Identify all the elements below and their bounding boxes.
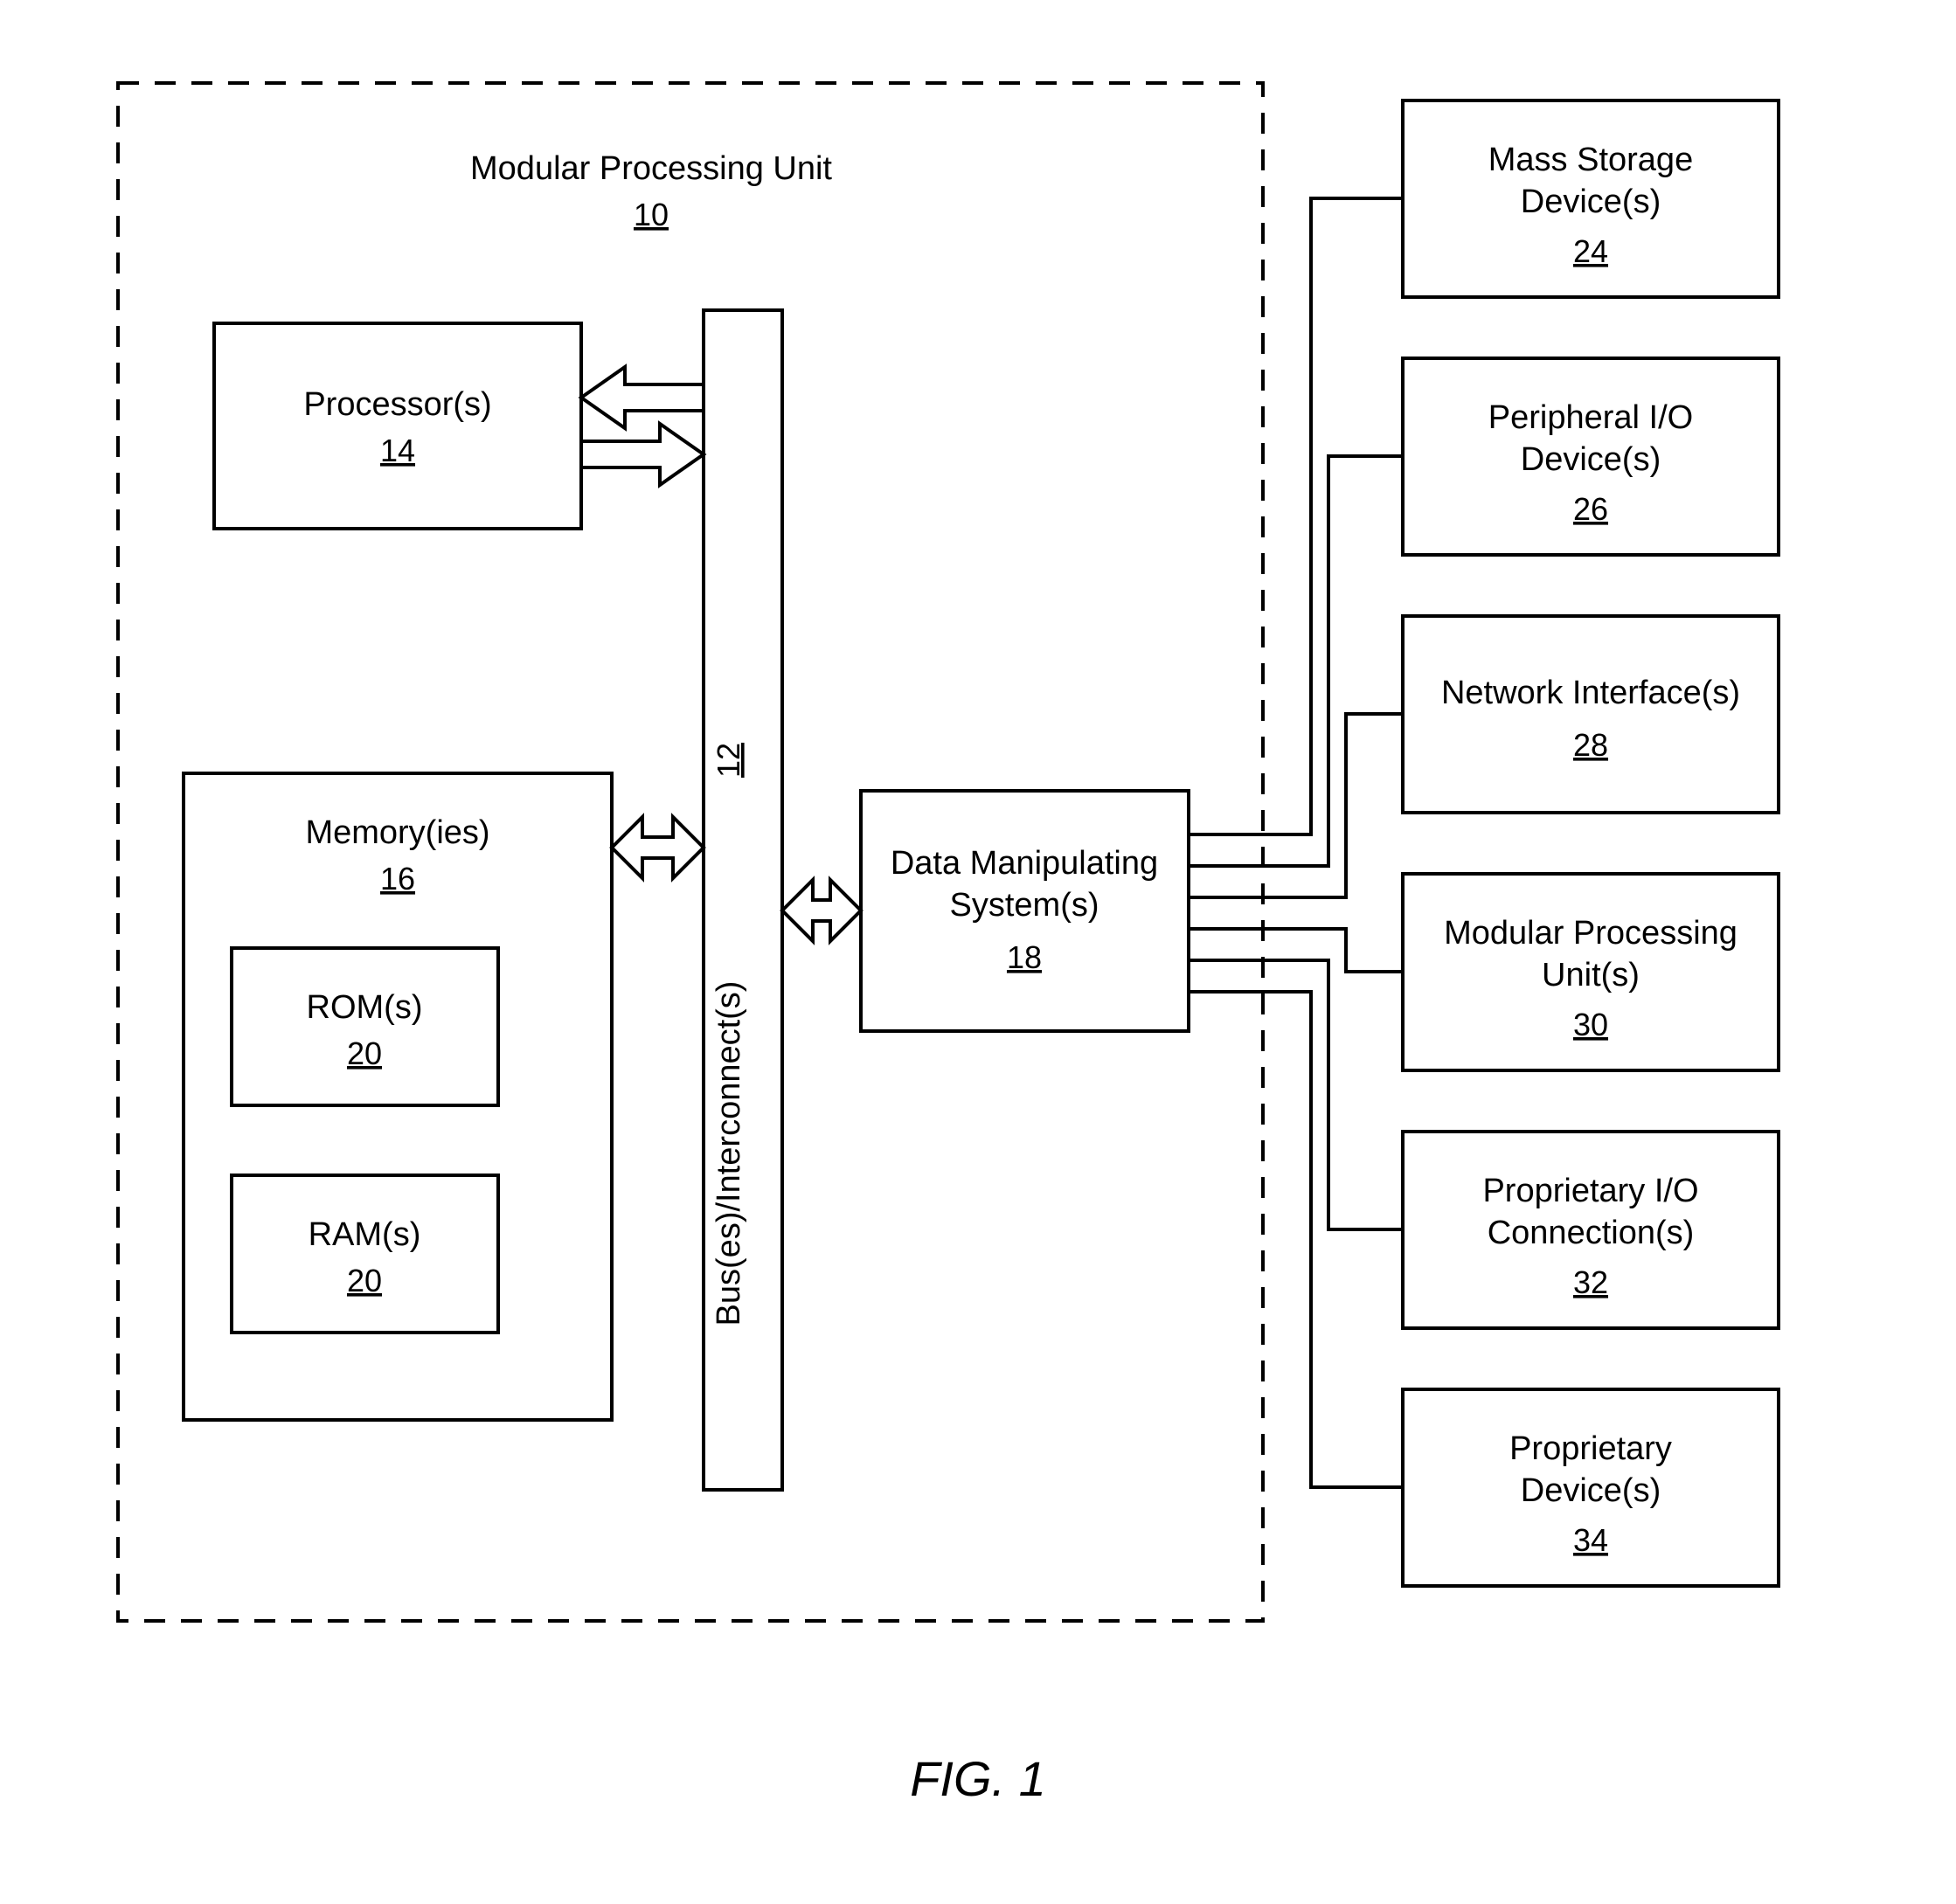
wire-dms-ext0: [1189, 198, 1403, 834]
ext-5: Proprietary Device(s) 34: [1403, 1389, 1779, 1586]
dms-label-1: Data Manipulating: [891, 845, 1158, 882]
ext-5-label2: Device(s): [1521, 1472, 1661, 1509]
ext-3-ref: 30: [1573, 1007, 1608, 1042]
rom-box: [232, 948, 498, 1105]
rom-ref: 20: [347, 1035, 382, 1071]
dms-label-2: System(s): [950, 887, 1099, 924]
mpu-ref: 10: [634, 197, 669, 232]
memory-ref: 16: [380, 861, 415, 897]
bus-label: Bus(es)/Interconnect(s): [711, 981, 747, 1326]
wire-dms-ext4: [1189, 960, 1403, 1229]
ext-3: Modular Processing Unit(s) 30: [1403, 874, 1779, 1070]
wire-dms-ext3: [1189, 929, 1403, 972]
ext-4-label2: Connection(s): [1488, 1215, 1695, 1251]
ram-ref: 20: [347, 1263, 382, 1298]
ext-4: Proprietary I/O Connection(s) 32: [1403, 1132, 1779, 1328]
processor-box: [214, 323, 581, 529]
ext-5-label1: Proprietary: [1509, 1430, 1672, 1467]
wire-dms-ext2: [1189, 714, 1403, 897]
arrow-processor-to-bus: [581, 424, 704, 485]
ext-0-label1: Mass Storage: [1488, 142, 1693, 178]
ext-0-label2: Device(s): [1521, 183, 1661, 220]
bus-ref: 12: [711, 743, 746, 778]
arrow-bus-dms: [782, 880, 861, 941]
ext-0: Mass Storage Device(s) 24: [1403, 100, 1779, 297]
figure-caption: FIG. 1: [910, 1751, 1046, 1806]
memory-label: Memory(ies): [305, 814, 489, 851]
mpu-title: Modular Processing Unit: [470, 150, 832, 187]
wire-dms-ext5: [1189, 992, 1403, 1487]
ram-box: [232, 1175, 498, 1333]
wire-dms-ext1: [1189, 456, 1403, 866]
ext-4-label1: Proprietary I/O: [1482, 1173, 1698, 1209]
rom-label: ROM(s): [307, 989, 423, 1026]
ext-3-label1: Modular Processing: [1444, 915, 1738, 952]
ext-1-label2: Device(s): [1521, 441, 1661, 478]
ext-1: Peripheral I/O Device(s) 26: [1403, 358, 1779, 555]
processor-label: Processor(s): [303, 386, 491, 423]
arrow-bus-to-processor: [581, 367, 704, 428]
ext-0-ref: 24: [1573, 233, 1608, 269]
processor-ref: 14: [380, 433, 415, 468]
dms-ref: 18: [1007, 939, 1042, 975]
ext-4-ref: 32: [1573, 1264, 1608, 1300]
ext-3-label2: Unit(s): [1542, 957, 1640, 994]
ext-1-label1: Peripheral I/O: [1488, 399, 1693, 436]
arrow-memory-bus: [612, 817, 704, 878]
ext-1-ref: 26: [1573, 491, 1608, 527]
ram-label: RAM(s): [309, 1216, 421, 1253]
ext-2-ref: 28: [1573, 727, 1608, 763]
ext-2: Network Interface(s) 28: [1403, 616, 1779, 813]
ext-2-label1: Network Interface(s): [1441, 675, 1740, 711]
ext-5-ref: 34: [1573, 1522, 1608, 1558]
